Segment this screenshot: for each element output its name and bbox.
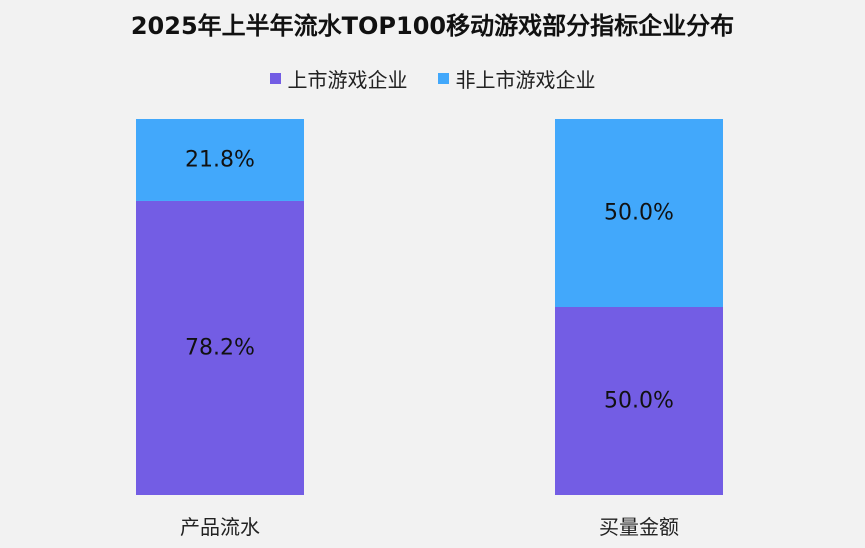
category-label-1: 产品流水 <box>180 515 260 539</box>
data-label-listed-1: 78.2% <box>185 335 255 360</box>
category-label-2: 买量金额 <box>599 515 679 539</box>
legend-swatch-listed <box>269 73 281 84</box>
legend-label-listed: 上市游戏企业 <box>287 68 408 92</box>
data-label-unlisted-1: 21.8% <box>185 147 255 172</box>
legend-swatch-unlisted <box>437 73 449 84</box>
bar-segment-listed-1 <box>136 200 304 495</box>
data-label-unlisted-2: 50.0% <box>604 201 674 226</box>
data-label-listed-2: 50.0% <box>604 389 674 414</box>
bar-segment-unlisted-1 <box>136 119 304 201</box>
legend: 上市游戏企业 非上市游戏企业 <box>0 64 865 93</box>
legend-item-unlisted: 非上市游戏企业 <box>437 64 596 93</box>
bar-segment-listed-2 <box>555 307 723 495</box>
legend-label-unlisted: 非上市游戏企业 <box>455 68 596 92</box>
chart-title: 2025年上半年流水TOP100移动游戏部分指标企业分布 <box>130 12 735 40</box>
bar-segment-unlisted-2 <box>555 119 723 307</box>
legend-item-listed: 上市游戏企业 <box>269 64 408 93</box>
